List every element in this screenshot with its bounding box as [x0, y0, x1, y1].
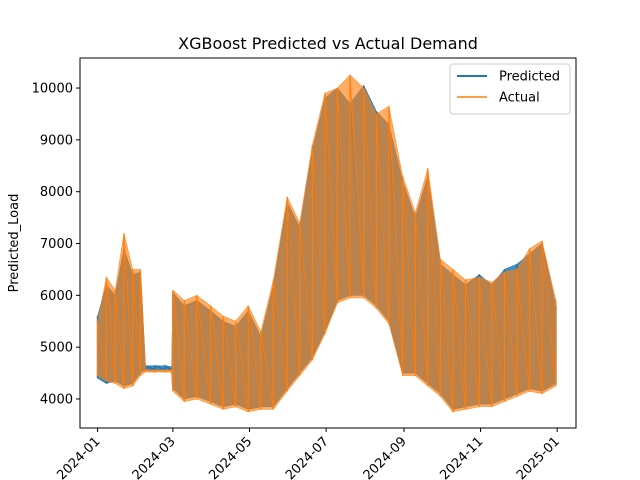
y-axis-label: Predicted_Load [7, 194, 22, 293]
y-tick-label: 6000 [40, 289, 73, 304]
y-tick-label: 4000 [40, 392, 73, 407]
legend-label-predicted: Predicted [499, 70, 560, 85]
y-tick-label: 8000 [40, 185, 73, 200]
legend-label-actual: Actual [499, 91, 540, 106]
series-actual [96, 74, 557, 413]
y-tick-label: 10000 [32, 82, 73, 97]
y-tick-label: 7000 [40, 237, 73, 252]
series-layer [96, 74, 557, 413]
axes-frame [79, 57, 577, 429]
y-tick-label: 5000 [40, 341, 73, 356]
legend: Predicted Actual [449, 63, 571, 115]
chart-title: XGBoost Predicted vs Actual Demand [178, 34, 478, 53]
y-tick-label: 9000 [40, 133, 73, 148]
